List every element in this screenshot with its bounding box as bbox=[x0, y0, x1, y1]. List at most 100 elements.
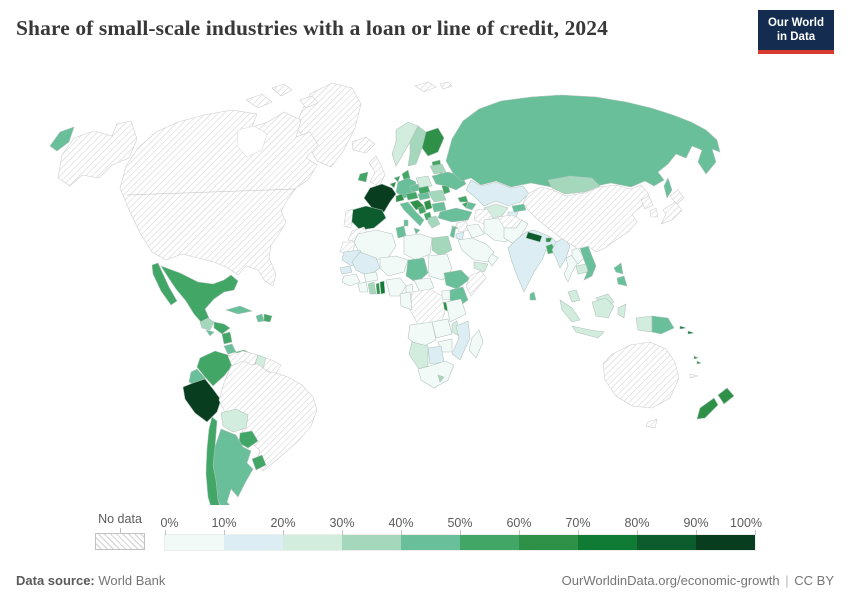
country-bosnia[interactable] bbox=[417, 205, 427, 215]
country-romania[interactable] bbox=[427, 189, 447, 203]
country-colombia[interactable] bbox=[196, 350, 233, 387]
country-australia[interactable] bbox=[602, 341, 680, 429]
country-ireland[interactable] bbox=[357, 171, 369, 183]
country-canada-usa[interactable] bbox=[119, 109, 319, 287]
country-oman[interactable] bbox=[487, 253, 499, 267]
country-senegal[interactable] bbox=[339, 265, 353, 275]
country-switzerland[interactable] bbox=[395, 193, 405, 203]
country-guatemala[interactable] bbox=[199, 317, 215, 331]
country-south-korea[interactable] bbox=[649, 207, 659, 218]
country-guinea-region[interactable] bbox=[341, 273, 361, 287]
country-ethiopia[interactable] bbox=[443, 269, 471, 290]
country-bulgaria[interactable] bbox=[431, 201, 447, 213]
country-uganda[interactable] bbox=[441, 289, 451, 301]
legend-no-data[interactable]: No data bbox=[95, 512, 145, 550]
country-japan[interactable] bbox=[660, 189, 685, 225]
country-pakistan[interactable] bbox=[503, 219, 529, 245]
country-vanuatu[interactable] bbox=[693, 355, 702, 365]
country-congo-gabon[interactable] bbox=[399, 291, 413, 311]
country-india[interactable] bbox=[507, 229, 559, 293]
country-france[interactable] bbox=[363, 183, 397, 213]
country-philippines[interactable] bbox=[613, 262, 628, 287]
legend-swatch-30-40[interactable] bbox=[342, 535, 401, 550]
country-austria[interactable] bbox=[405, 191, 419, 201]
country-russia[interactable] bbox=[445, 94, 721, 199]
country-new-caledonia[interactable] bbox=[689, 373, 699, 379]
legend-swatch-80-90[interactable] bbox=[637, 535, 696, 550]
country-belgium[interactable] bbox=[389, 181, 397, 189]
country-el-salvador[interactable] bbox=[205, 329, 215, 337]
country-saudi-arabia[interactable] bbox=[457, 237, 495, 263]
legend-swatch-40-50[interactable] bbox=[401, 535, 460, 550]
country-alaska[interactable] bbox=[57, 120, 138, 187]
country-zambia[interactable] bbox=[431, 318, 453, 339]
country-kazakhstan[interactable] bbox=[465, 179, 530, 207]
legend-swatch-60-70[interactable] bbox=[519, 535, 578, 550]
country-madagascar[interactable] bbox=[468, 329, 484, 359]
country-burkina-faso[interactable] bbox=[363, 271, 379, 283]
country-serbia[interactable] bbox=[423, 199, 433, 211]
country-bolivia[interactable] bbox=[220, 408, 249, 433]
country-nigeria[interactable] bbox=[385, 277, 407, 297]
country-kyrgyzstan[interactable] bbox=[511, 203, 527, 213]
country-denmark[interactable] bbox=[401, 169, 411, 181]
country-costa-rica[interactable] bbox=[223, 343, 237, 355]
country-chukotka[interactable] bbox=[49, 126, 75, 152]
country-netherlands[interactable] bbox=[393, 175, 401, 183]
country-iraq[interactable] bbox=[465, 223, 485, 239]
country-angola[interactable] bbox=[407, 321, 437, 349]
world-map[interactable] bbox=[0, 70, 850, 505]
legend-swatch-10-20[interactable] bbox=[224, 535, 283, 550]
country-azerbaijan[interactable] bbox=[465, 201, 477, 211]
country-poland[interactable] bbox=[415, 175, 433, 189]
country-svalbard[interactable] bbox=[414, 81, 453, 93]
country-ivory-coast[interactable] bbox=[357, 281, 369, 293]
country-chad[interactable] bbox=[405, 257, 429, 284]
country-uruguay[interactable] bbox=[251, 454, 267, 471]
country-nepal[interactable] bbox=[525, 231, 543, 243]
country-iceland[interactable] bbox=[351, 136, 376, 154]
country-north-korea[interactable] bbox=[640, 195, 654, 210]
country-norway[interactable] bbox=[391, 121, 419, 167]
country-portugal[interactable] bbox=[343, 208, 354, 229]
legend-swatch-20-30[interactable] bbox=[283, 535, 342, 550]
country-belarus[interactable] bbox=[429, 163, 447, 175]
country-indonesia[interactable] bbox=[559, 297, 653, 339]
country-somalia[interactable] bbox=[465, 270, 487, 297]
country-sweden[interactable] bbox=[407, 125, 427, 167]
country-bhutan[interactable] bbox=[545, 237, 553, 243]
country-solomon-islands[interactable] bbox=[679, 325, 695, 335]
country-spain[interactable] bbox=[349, 205, 387, 231]
country-south-africa[interactable] bbox=[417, 360, 455, 389]
country-greece[interactable] bbox=[427, 215, 441, 229]
country-namibia[interactable] bbox=[408, 341, 429, 370]
country-ghana[interactable] bbox=[367, 281, 377, 295]
country-mozambique[interactable] bbox=[451, 320, 471, 361]
country-mexico[interactable] bbox=[151, 262, 239, 323]
legend-swatch-90-100[interactable] bbox=[696, 535, 755, 550]
legend-no-data-swatch[interactable] bbox=[95, 533, 145, 550]
country-niger[interactable] bbox=[379, 255, 409, 277]
country-new-zealand[interactable] bbox=[696, 387, 735, 420]
country-chile[interactable] bbox=[205, 416, 222, 505]
country-arctic-islands[interactable] bbox=[245, 83, 319, 109]
country-united-kingdom[interactable] bbox=[368, 155, 386, 187]
country-togo[interactable] bbox=[375, 282, 381, 295]
choropleth-svg[interactable] bbox=[0, 70, 850, 505]
country-lebanon-israel[interactable] bbox=[449, 225, 457, 239]
country-libya[interactable] bbox=[403, 233, 433, 261]
country-haiti[interactable] bbox=[255, 313, 265, 323]
country-jordan[interactable] bbox=[455, 231, 465, 241]
country-vietnam[interactable] bbox=[579, 245, 597, 281]
country-benin[interactable] bbox=[379, 280, 386, 295]
country-egypt[interactable] bbox=[431, 235, 453, 257]
country-papua-new-guinea[interactable] bbox=[651, 315, 675, 335]
country-nicaragua[interactable] bbox=[221, 331, 233, 345]
country-honduras[interactable] bbox=[213, 321, 231, 335]
country-cuba[interactable] bbox=[225, 305, 253, 315]
legend-color-bar[interactable] bbox=[164, 534, 756, 551]
country-georgia[interactable] bbox=[457, 195, 469, 203]
country-tanzania[interactable] bbox=[445, 298, 467, 323]
legend-swatch-50-60[interactable] bbox=[460, 535, 519, 550]
country-botswana[interactable] bbox=[427, 345, 445, 365]
